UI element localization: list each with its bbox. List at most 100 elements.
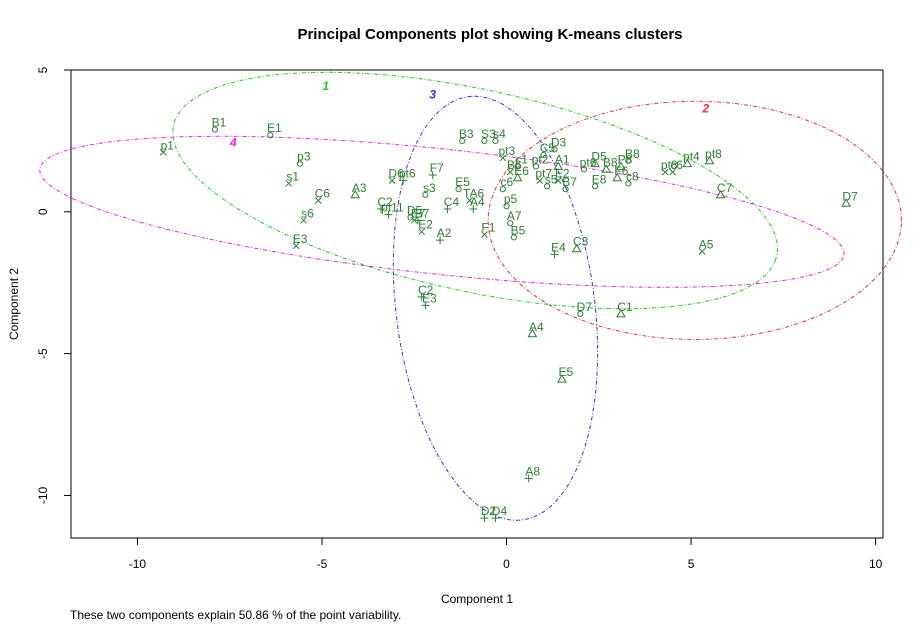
point-marker-x xyxy=(499,154,507,162)
data-point: pt7 xyxy=(535,167,552,184)
plot-frame xyxy=(70,69,884,539)
point-marker-plus xyxy=(399,176,408,185)
point-label: s4 xyxy=(493,127,506,141)
data-point: p3 xyxy=(296,150,311,167)
point-marker-circle xyxy=(507,220,514,227)
cluster-label-3: 3 xyxy=(429,87,436,101)
point-marker-triangle xyxy=(553,161,564,170)
point-marker-x xyxy=(314,197,322,204)
data-point: A3 xyxy=(350,181,367,199)
data-point: s4 xyxy=(492,127,506,145)
data-point: C2 xyxy=(417,283,434,301)
point-marker-circle xyxy=(296,160,303,167)
point-label: B7 xyxy=(562,175,577,189)
chart-title: Principal Components plot showing K-mean… xyxy=(297,26,683,43)
point-label: F7 xyxy=(430,161,444,175)
data-point: E2 xyxy=(418,218,433,236)
point-label: s3 xyxy=(423,181,436,195)
data-point: pt8 xyxy=(704,147,722,165)
point-marker-x xyxy=(536,177,544,184)
point-label: p5 xyxy=(504,192,518,206)
axis-ticks: -10 -5 0 5 10 -10 -5 0 5 xyxy=(36,66,883,571)
data-point: pt8 xyxy=(661,158,678,176)
point-marker-x xyxy=(285,180,293,187)
cluster-ellipse-1 xyxy=(172,71,779,310)
data-point: E5 xyxy=(455,175,470,193)
point-marker-x xyxy=(506,168,514,176)
data-point: c8 xyxy=(625,169,639,187)
point-marker-circle xyxy=(562,186,569,193)
data-point: C7 xyxy=(715,181,733,199)
point-label: B3 xyxy=(459,127,474,141)
data-point: S3 xyxy=(481,127,496,145)
point-label: pt8 xyxy=(661,158,678,172)
point-label: D2 xyxy=(481,504,497,518)
point-label: p3 xyxy=(297,150,311,164)
point-label: S3 xyxy=(481,127,496,141)
cluster-label-1: 1 xyxy=(322,79,329,93)
point-label: pt2 xyxy=(532,152,549,166)
point-label: pt11 xyxy=(381,201,404,215)
point-label: F1 xyxy=(481,221,495,235)
data-point: D3 xyxy=(551,135,567,153)
data-point: C2 xyxy=(377,195,393,213)
data-point: A4 xyxy=(527,320,544,338)
cluster-ellipse-3 xyxy=(392,95,599,521)
data-point: s3 xyxy=(422,181,436,198)
point-marker-x xyxy=(481,231,488,238)
point-label: c6 xyxy=(670,158,683,172)
point-label: c1 xyxy=(515,152,528,166)
point-label: B7 xyxy=(415,206,430,220)
x-tick-label: 10 xyxy=(869,557,883,571)
point-marker-circle xyxy=(211,126,219,133)
data-point: E1 xyxy=(267,121,282,139)
cluster-label-2: 2 xyxy=(701,102,709,116)
point-label: E5 xyxy=(455,175,470,189)
x-tick-label: -10 xyxy=(129,557,147,571)
data-point: C1 xyxy=(616,300,633,318)
point-marker-circle xyxy=(544,183,551,190)
data-point: A8 xyxy=(524,464,540,483)
point-label: pt6 xyxy=(399,167,416,181)
point-label: pt8 xyxy=(705,147,722,161)
point-label: A7 xyxy=(507,209,522,223)
point-label: pt3 xyxy=(498,144,515,158)
data-point: D5 xyxy=(407,203,423,221)
data-point: c1 xyxy=(514,152,528,170)
point-marker-x xyxy=(698,248,706,255)
data-point: s1 xyxy=(285,169,299,187)
point-label: A2 xyxy=(437,226,452,240)
point-marker-circle xyxy=(625,157,632,164)
point-marker-triangle xyxy=(571,243,582,253)
point-label: F6 xyxy=(614,164,628,178)
data-point: F1 xyxy=(481,221,496,238)
data-point: s5 xyxy=(544,172,558,190)
point-label: D7 xyxy=(577,300,593,314)
y-tick-label: 0 xyxy=(36,208,50,215)
data-point: p5 xyxy=(503,192,518,210)
point-label: pt4 xyxy=(683,150,700,164)
data-point: E5 xyxy=(557,365,574,383)
point-marker-x xyxy=(292,242,300,250)
point-marker-circle xyxy=(510,234,518,241)
point-label: B8 xyxy=(603,155,618,169)
data-point: pt6 xyxy=(580,155,597,173)
point-label: E2 xyxy=(555,167,570,181)
cluster-ellipse-4 xyxy=(39,135,845,288)
point-label: TA6 xyxy=(463,186,484,200)
point-marker-triangle xyxy=(616,161,626,170)
data-point: E3 xyxy=(421,291,437,310)
data-point: pt11 xyxy=(381,201,404,219)
point-marker-x xyxy=(388,177,396,184)
point-marker-plus xyxy=(377,204,386,213)
point-marker-plus xyxy=(480,514,489,523)
data-point: D7 xyxy=(841,189,858,207)
point-label: E1 xyxy=(267,121,282,135)
data-point: C5 xyxy=(540,141,555,159)
data-point: B3 xyxy=(459,127,474,145)
point-marker-triangle xyxy=(841,198,851,207)
data-point: c6 xyxy=(669,158,683,176)
point-label: D3 xyxy=(551,135,567,149)
data-point: pt6 xyxy=(399,167,416,185)
point-marker-triangle xyxy=(557,374,567,383)
